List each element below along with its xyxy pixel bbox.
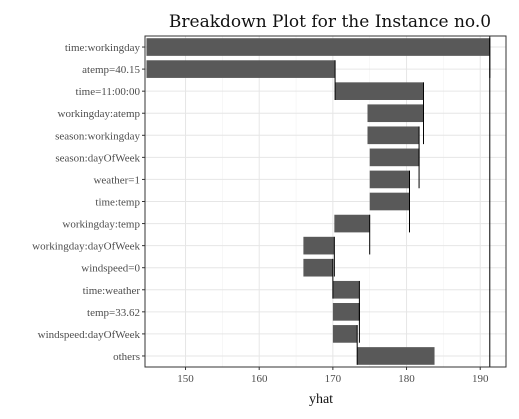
bar-workingday-temp	[334, 214, 370, 233]
bar-layer	[146, 38, 490, 365]
x-tick-label: 190	[472, 373, 489, 385]
x-tick-label: 150	[177, 373, 194, 385]
y-tick-label: temp=33.62	[87, 307, 140, 319]
y-tick-label: workingday:dayOfWeek	[32, 241, 140, 253]
y-tick-label: workingday:temp	[62, 219, 140, 231]
grid-layer	[145, 36, 506, 367]
y-tick-label: time:workingday	[65, 42, 141, 54]
bar-windspeed-dayofweek	[332, 325, 358, 343]
bar-workingday-dayofweek	[303, 236, 335, 255]
y-axis-ticks: time:workingday atemp=40.15 time=11:00:00 w…	[32, 42, 145, 363]
x-axis-label: yhat	[309, 392, 333, 407]
y-tick-label: others	[113, 351, 140, 363]
y-tick-label: windspeed:dayOfWeek	[38, 329, 141, 341]
bar-windspeed-0	[303, 258, 333, 277]
x-tick-label: 160	[251, 373, 268, 385]
bar-weather-1	[369, 170, 410, 189]
y-tick-label: windspeed=0	[81, 263, 140, 275]
bar-season-dayofweek	[369, 148, 420, 167]
x-tick-label: 170	[325, 373, 342, 385]
x-tick-label: 180	[398, 373, 415, 385]
y-tick-label: season:workingday	[55, 130, 140, 142]
bar-time-weather	[332, 280, 360, 299]
bar-time-temp	[369, 192, 410, 211]
y-tick-label: workingday:atemp	[58, 108, 141, 120]
bar-workingday-atemp	[367, 104, 424, 123]
bar-time-11-00-00	[335, 82, 424, 100]
y-tick-label: time=11:00:00	[76, 86, 141, 98]
x-axis-ticks: 150 160 170 180 190	[177, 367, 489, 385]
y-tick-label: time:weather	[83, 285, 141, 297]
bar-temp-33-62	[332, 303, 360, 321]
bar-season-workingday	[367, 126, 420, 145]
y-tick-label: weather=1	[93, 174, 140, 186]
y-tick-label: season:dayOfWeek	[55, 152, 140, 164]
bar-time-workingday	[146, 38, 490, 56]
y-tick-label: atemp=40.15	[82, 64, 140, 76]
y-tick-label: time:temp	[95, 197, 140, 209]
bar-others	[357, 347, 435, 365]
bar-atemp-40-15	[146, 60, 336, 78]
chart-title: Breakdown Plot for the Instance no.0	[169, 12, 491, 32]
